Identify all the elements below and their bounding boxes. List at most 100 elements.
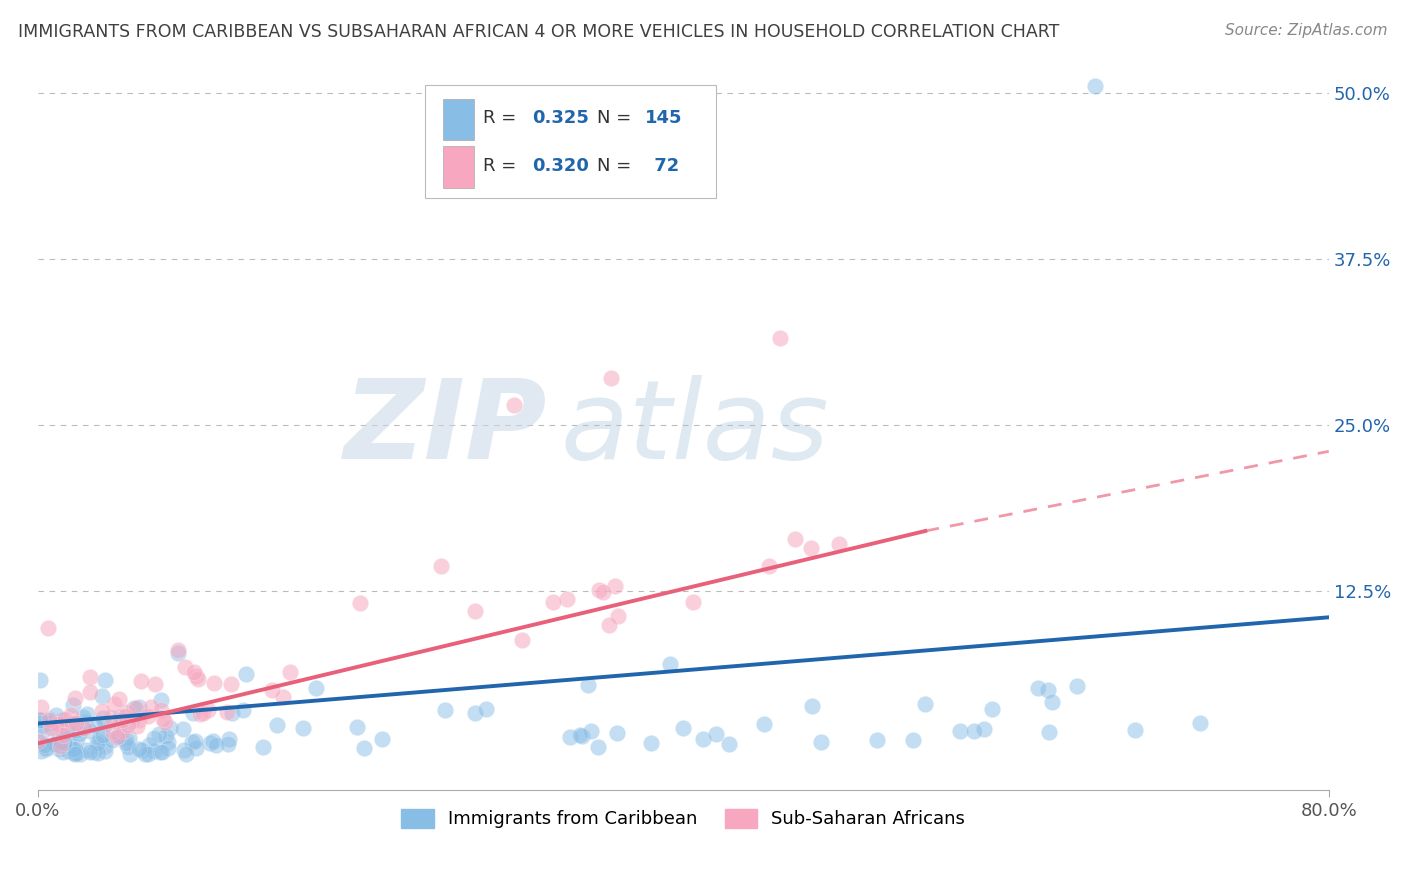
Point <box>586 739 609 754</box>
Point <box>52 716 75 731</box>
Point <box>30 744 52 758</box>
Point <box>174 660 197 674</box>
FancyBboxPatch shape <box>425 85 716 198</box>
Point <box>117 739 139 754</box>
Point <box>56 726 79 740</box>
Point <box>46 726 69 740</box>
Point <box>588 582 610 597</box>
Point <box>94 673 117 688</box>
Point <box>69 747 91 761</box>
Point <box>79 745 101 759</box>
Point <box>474 702 496 716</box>
Point <box>346 720 368 734</box>
Point <box>56 723 79 737</box>
Point <box>38 716 60 731</box>
Point <box>682 594 704 608</box>
Point <box>914 697 936 711</box>
Point <box>801 699 824 714</box>
Point <box>131 742 153 756</box>
Point <box>810 735 832 749</box>
Point <box>291 722 314 736</box>
Point <box>353 741 375 756</box>
Point <box>90 690 112 704</box>
Point <box>184 734 207 748</box>
Point <box>901 733 924 747</box>
Point <box>464 706 486 720</box>
Point <box>30 699 52 714</box>
Point <box>28 714 51 728</box>
Point <box>464 604 486 618</box>
Text: R =: R = <box>484 157 522 175</box>
Point <box>1026 681 1049 695</box>
Point <box>173 743 195 757</box>
Point <box>84 717 107 731</box>
Point <box>150 703 173 717</box>
Point <box>278 665 301 680</box>
Point <box>555 592 578 607</box>
Point <box>90 704 112 718</box>
Point <box>65 691 87 706</box>
Point <box>232 703 254 717</box>
Point <box>53 736 76 750</box>
Point <box>87 747 110 761</box>
Point <box>65 747 87 761</box>
Point <box>128 742 150 756</box>
Point <box>560 730 582 744</box>
Point <box>603 579 626 593</box>
Point <box>150 693 173 707</box>
Point <box>128 700 150 714</box>
Point <box>186 669 208 683</box>
Point <box>89 731 111 746</box>
Point <box>704 727 727 741</box>
Point <box>981 702 1004 716</box>
Point <box>34 742 56 756</box>
Point <box>46 738 69 752</box>
Point <box>167 646 190 660</box>
Point <box>30 735 52 749</box>
Point <box>188 706 211 721</box>
Point <box>371 732 394 747</box>
Point <box>30 713 52 727</box>
Point <box>692 732 714 747</box>
Point <box>103 697 125 711</box>
Point <box>305 681 328 695</box>
Point <box>114 732 136 747</box>
Point <box>122 701 145 715</box>
Point <box>1042 694 1064 708</box>
Point <box>51 735 73 749</box>
Point <box>752 717 775 731</box>
Point <box>174 747 197 761</box>
Point <box>187 672 209 686</box>
Point <box>828 537 851 551</box>
Point <box>150 745 173 759</box>
Point <box>181 706 204 720</box>
Point <box>83 745 105 759</box>
Point <box>769 331 792 345</box>
Point <box>129 674 152 689</box>
Point <box>27 734 49 748</box>
Point <box>155 730 177 744</box>
Point <box>87 735 110 749</box>
Point <box>75 742 97 756</box>
Point <box>79 670 101 684</box>
Point <box>115 737 138 751</box>
Point <box>568 728 591 742</box>
Point <box>1036 683 1059 698</box>
Point <box>717 737 740 751</box>
Point <box>52 745 75 759</box>
Point <box>91 711 114 725</box>
Point <box>205 738 228 752</box>
Point <box>58 735 80 749</box>
Text: 145: 145 <box>644 110 682 128</box>
Point <box>138 738 160 752</box>
Point <box>108 710 131 724</box>
Point <box>42 738 65 752</box>
FancyBboxPatch shape <box>443 99 474 140</box>
Point <box>52 728 75 742</box>
Point <box>62 716 84 731</box>
Point <box>53 712 76 726</box>
Point <box>45 708 67 723</box>
Point <box>101 732 124 747</box>
Point <box>117 718 139 732</box>
Point <box>571 729 593 743</box>
